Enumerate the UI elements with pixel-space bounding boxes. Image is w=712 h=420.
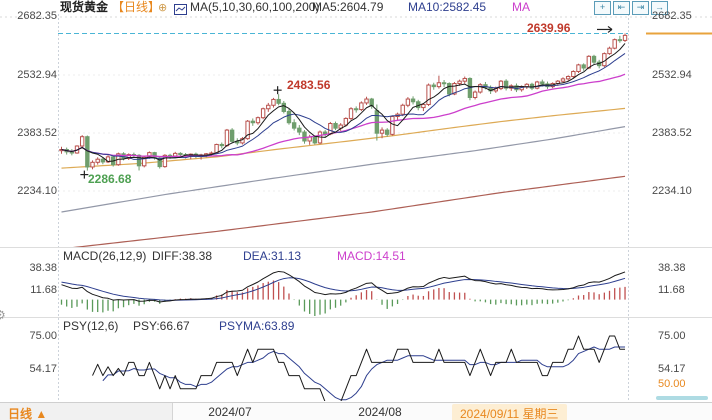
- chart-toolbar: + ⇤ ⇥ →: [594, 1, 668, 15]
- crosshair-icon[interactable]: +: [594, 1, 611, 15]
- pan-left-icon[interactable]: ⇤: [613, 1, 630, 15]
- axis-label-psy-right-0: 75.00: [658, 330, 686, 342]
- export-icon[interactable]: →: [651, 1, 668, 15]
- low-price-label: 2286.68: [88, 172, 132, 186]
- axis-label-psy-right-50: 50.00: [658, 378, 686, 390]
- axis-label-macd-left-1: 11.68: [30, 284, 57, 296]
- psy-title[interactable]: PSY(12,6): [63, 319, 119, 333]
- macd-title[interactable]: MACD(26,12,9): [63, 249, 147, 263]
- candle-chart-icon: [174, 2, 187, 20]
- psy-value: PSY:66.67: [133, 319, 190, 333]
- ma10-value: MA10:2582.45: [408, 0, 487, 14]
- axis-label-psy-left-1: 54.17: [29, 363, 57, 375]
- period-cell: [0, 403, 173, 420]
- axis-label-main-right-1: 2532.94: [652, 69, 692, 81]
- axis-label-main-left-3: 2234.10: [17, 185, 57, 197]
- macd-diff-value: DIFF:38.38: [152, 249, 213, 263]
- axis-label-macd-left-0: 38.38: [29, 262, 57, 274]
- time-axis-bar: 日线 ▲ 2024/07 2024/08 2024/09/11 星期三: [0, 402, 712, 420]
- ma5-value: MA5:2604.79: [312, 0, 384, 14]
- ma30-value: MA: [512, 0, 530, 14]
- pan-right-icon[interactable]: ⇥: [632, 1, 649, 15]
- month-tick-aug: 2024/08: [358, 405, 402, 419]
- add-indicator-icon[interactable]: ⊕: [158, 2, 168, 14]
- period-selector[interactable]: 日线 ▲: [8, 407, 48, 420]
- axis-label-psy-left-0: 75.00: [29, 330, 57, 342]
- axis-label-main-left-1: 2532.94: [17, 69, 57, 81]
- month-tick-jul: 2024/07: [208, 405, 252, 419]
- zoom-scrollbar[interactable]: [656, 396, 708, 400]
- axis-label-main-right-0: 2682.35: [652, 10, 692, 22]
- axis-label-main-right-3: 2234.10: [652, 185, 692, 197]
- psyma-value: PSYMA:63.89: [219, 319, 295, 333]
- gear-icon[interactable]: ⚙: [0, 308, 6, 322]
- axis-label-psy-right-1: 54.17: [658, 363, 686, 375]
- axis-label-macd-right-0: 38.38: [658, 262, 686, 274]
- axis-label-main-right-2: 2383.52: [652, 127, 692, 139]
- high-price-label: 2639.96: [527, 21, 571, 35]
- axis-label-main-left-0: 2682.35: [17, 10, 57, 22]
- selected-date-label[interactable]: 2024/09/11 星期三: [452, 404, 567, 420]
- axis-label-macd-right-1: 11.68: [658, 284, 685, 296]
- period-tag[interactable]: 【日线】: [112, 0, 161, 14]
- instrument-title: 现货黄金: [60, 0, 109, 14]
- axis-label-main-left-2: 2383.52: [17, 127, 57, 139]
- macd-bar-value: MACD:14.51: [337, 249, 406, 263]
- peak-price-label: 2483.56: [287, 78, 331, 92]
- ma-settings-label: MA(5,10,30,60,100,200): [190, 0, 320, 14]
- macd-dea-value: DEA:31.13: [243, 249, 302, 263]
